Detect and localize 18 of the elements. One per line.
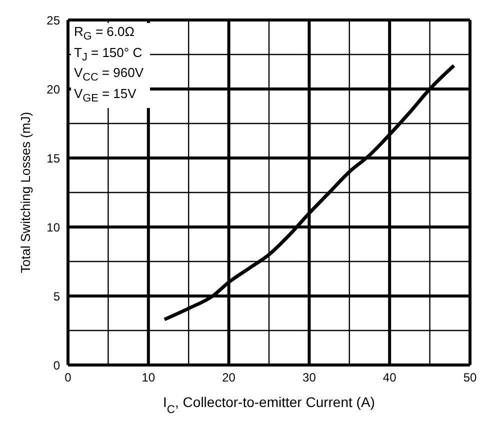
- x-tick-label: 50: [463, 370, 477, 385]
- y-tick-label: 15: [46, 151, 60, 166]
- x-tick-label: 30: [302, 370, 316, 385]
- y-tick-label: 0: [53, 358, 60, 372]
- x-axis-title: I$_{C}$, Collector-to-emitter Current (A): [163, 394, 375, 416]
- annotation: V$_{GE}$ = 15V: [74, 86, 138, 106]
- y-axis-title: Total Switching Losses (mJ): [18, 112, 33, 274]
- y-tick-label: 10: [46, 220, 60, 234]
- y-tick-label: 25: [46, 13, 60, 28]
- annotation: T$_{J}$ = 150° C: [74, 44, 144, 66]
- x-tick-label: 10: [142, 370, 156, 385]
- annotation: R$_{G}$ = 6.0Ω: [74, 24, 136, 45]
- x-tick-label: 20: [222, 370, 236, 385]
- annotation: V$_{CC}$ = 960V: [74, 65, 144, 86]
- y-tick-label: 20: [46, 82, 60, 96]
- x-tick-label: 0: [64, 370, 72, 385]
- y-tick-label: 5: [53, 289, 60, 304]
- x-tick-label: 40: [382, 370, 397, 385]
